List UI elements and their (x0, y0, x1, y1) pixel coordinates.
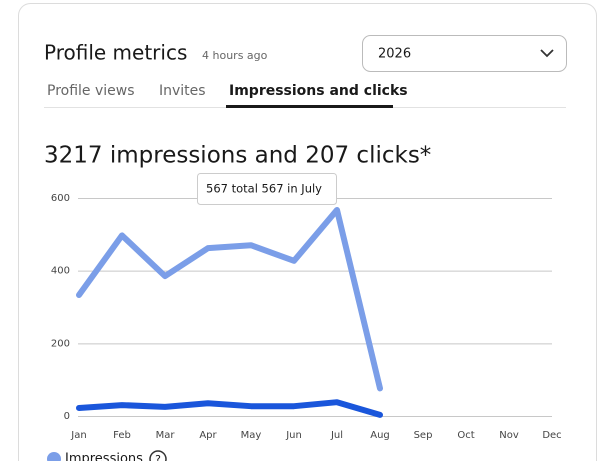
headline: 3217 impressions and 207 clicks* (44, 143, 431, 169)
card (18, 3, 597, 461)
x-tick-label: Oct (457, 430, 474, 441)
help-mark[interactable]: ? (155, 453, 161, 461)
x-tick-label: Apr (199, 430, 217, 441)
chevron[interactable] (540, 49, 554, 58)
x-tick-label: Jan (70, 430, 86, 441)
tooltip: 567 total 567 in July (197, 173, 337, 205)
x-tick-label: Nov (499, 430, 519, 441)
y-tick-label: 200 (51, 338, 70, 349)
tab-underline (226, 105, 393, 108)
legend-swatch (47, 452, 61, 461)
chart: 0 200 400 600 Jan Feb Mar Apr May Jun Jul Aug Sep Oct… (51, 193, 562, 441)
help-icon[interactable] (149, 450, 167, 461)
card-title: Profile metrics (44, 41, 187, 65)
x-tick-label: Feb (113, 430, 131, 441)
updated-time: 4 hours ago (202, 49, 268, 62)
tab[interactable]: Invites (159, 83, 206, 99)
y-tick-label: 0 (64, 411, 70, 422)
x-tick-label: Aug (370, 430, 390, 441)
legend: Impressions ? (47, 450, 167, 461)
dropdown-box[interactable] (362, 35, 567, 72)
x-tick-label: Dec (542, 430, 561, 441)
data-line (76, 399, 383, 418)
tooltip-box (197, 173, 337, 205)
tab-active[interactable]: Impressions and clicks (229, 83, 408, 99)
tab[interactable]: Profile views (47, 83, 135, 99)
dropdown-value[interactable]: 2026 (378, 47, 411, 62)
x-tick-label: May (241, 430, 262, 441)
x-tick-label: Mar (156, 430, 176, 441)
year-dropdown[interactable]: 2026 (362, 35, 567, 72)
data-line (76, 206, 383, 392)
x-tick-label: Jul (330, 430, 343, 441)
x-tick-label: Sep (414, 430, 433, 441)
y-tick-label: 600 (51, 193, 70, 204)
tooltip-text: 567 total 567 in July (206, 182, 322, 196)
legend-label: Impressions (65, 452, 143, 461)
y-tick-label: 400 (51, 266, 70, 277)
x-tick-label: Jun (285, 430, 302, 441)
